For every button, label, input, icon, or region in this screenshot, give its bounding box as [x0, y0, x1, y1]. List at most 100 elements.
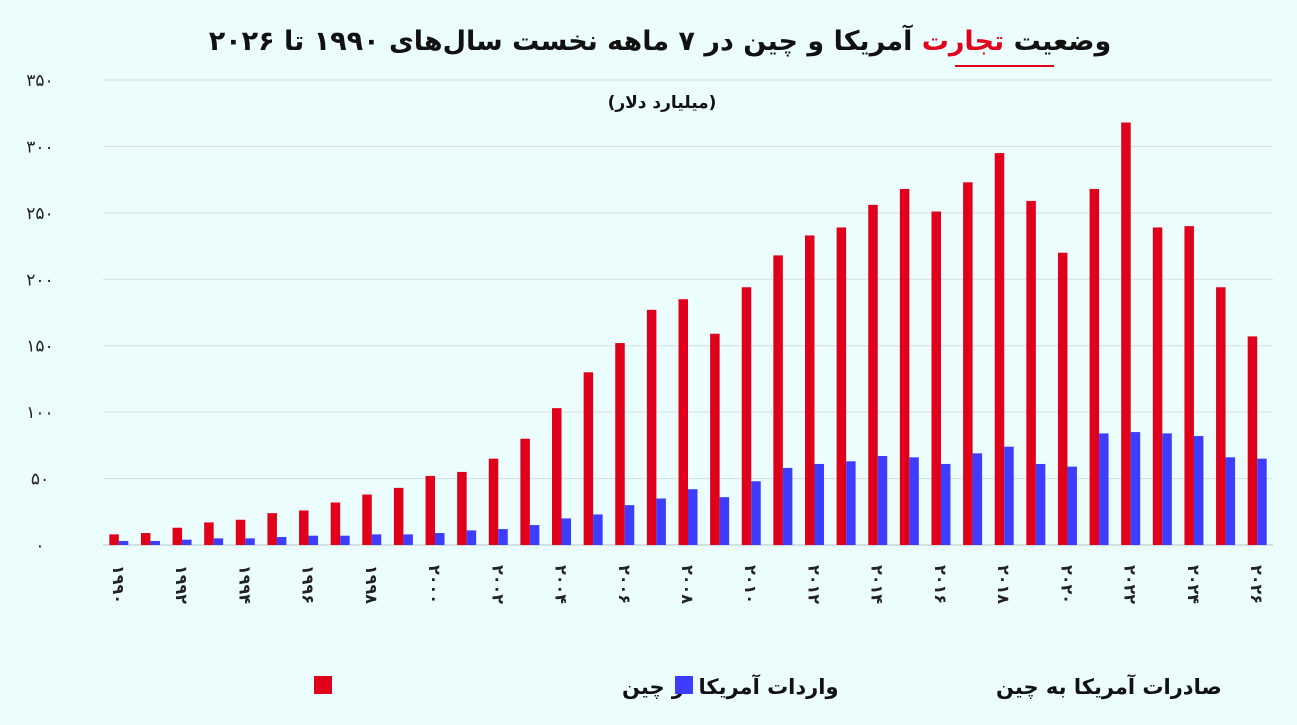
- bar-exports: [1162, 433, 1172, 545]
- y-tick-label: ۲۰۰: [26, 270, 53, 290]
- bar-exports: [308, 535, 319, 545]
- bar-exports: [182, 539, 192, 545]
- x-tick-label: ۱۹۹۰: [109, 565, 128, 604]
- bar-imports: [267, 513, 277, 545]
- x-tick-label: ۲۰۰۶: [615, 565, 634, 604]
- chart-title: وضعیت تجارت آمریکا و چین در ۷ ماهه نخست …: [209, 24, 1112, 57]
- bar-imports: [235, 519, 246, 545]
- bar-exports: [1225, 457, 1236, 545]
- bar-exports: [909, 457, 919, 545]
- bar-exports: [150, 541, 160, 545]
- bar-exports: [593, 514, 603, 545]
- y-tick-label: ۱۰۰: [26, 403, 53, 423]
- bar-exports: [118, 541, 129, 545]
- bar-imports: [868, 204, 878, 545]
- bar-imports: [1026, 200, 1036, 545]
- bar-imports: [836, 227, 847, 545]
- bar-imports: [1184, 226, 1194, 545]
- y-tick-label: ۲۵۰: [26, 204, 53, 224]
- bar-exports: [877, 455, 888, 545]
- x-tick-label: ۲۰۰۰: [425, 565, 444, 604]
- x-tick-label: ۲۰۱۰: [741, 565, 760, 604]
- bar-exports: [245, 538, 255, 545]
- bar-exports: [940, 463, 951, 545]
- chart-subtitle: (میلیارد دلار): [608, 93, 717, 113]
- bar-imports: [204, 522, 214, 545]
- legend-label-exports: صادرات آمریکا به چین: [996, 674, 1222, 699]
- bar-imports: [1121, 122, 1131, 545]
- x-tick-label: ۲۰۲۶: [1247, 565, 1266, 604]
- bar-imports: [552, 408, 562, 545]
- bar-exports: [688, 489, 698, 545]
- bar-imports: [393, 487, 404, 545]
- bar-exports: [1099, 433, 1109, 545]
- x-tick-label: ۲۰۰۲: [488, 565, 507, 604]
- bar-imports: [172, 527, 183, 545]
- bar-exports: [1035, 463, 1046, 545]
- bar-imports: [1152, 227, 1163, 545]
- bar-exports: [1130, 432, 1141, 545]
- x-tick-label: ۲۰۲۲: [1121, 565, 1140, 604]
- x-tick-label: ۲۰۱۸: [994, 565, 1013, 604]
- bar-imports: [109, 534, 119, 545]
- bar-exports: [498, 529, 508, 545]
- y-tick-label: ۵۰: [31, 470, 49, 490]
- bar-imports: [994, 153, 1005, 546]
- x-tick-label: ۲۰۱۲: [804, 565, 823, 604]
- bar-exports: [719, 497, 730, 545]
- bar-exports: [561, 518, 572, 545]
- bar-imports: [931, 211, 941, 545]
- bar-imports: [741, 287, 752, 545]
- bars: [109, 122, 1267, 546]
- bar-imports: [1247, 336, 1258, 545]
- y-tick-label: ۰: [35, 536, 44, 556]
- bar-imports: [1089, 188, 1100, 545]
- y-tick-label: ۳۰۰: [26, 137, 53, 157]
- bar-imports: [710, 333, 720, 545]
- x-tick-label: ۲۰۰۴: [552, 565, 571, 604]
- title-part-1: وضعیت: [1004, 26, 1111, 57]
- bar-imports: [646, 309, 657, 545]
- title-highlight: تجارت: [922, 26, 1004, 57]
- x-tick-label: ۲۰۲۴: [1184, 565, 1203, 604]
- y-tick-label: ۳۵۰: [26, 71, 53, 91]
- legend-label-imports: واردات آمریکا از چین: [622, 674, 839, 699]
- bar-exports: [435, 533, 445, 545]
- bar-imports: [299, 510, 309, 545]
- bar-exports: [371, 534, 382, 545]
- bar-exports: [466, 530, 477, 545]
- bar-exports: [403, 534, 413, 545]
- legend-swatch-exports: [675, 676, 693, 694]
- legend: واردات آمریکا از چین صادرات آمریکا به چین: [314, 674, 1222, 699]
- bar-exports: [276, 537, 287, 545]
- bar-exports: [624, 505, 635, 545]
- x-tick-label: ۱۹۹۲: [172, 565, 191, 604]
- y-tick-label: ۱۵۰: [26, 337, 53, 357]
- bar-exports: [1004, 446, 1014, 545]
- bar-imports: [362, 494, 372, 545]
- x-tick-label: ۲۰۱۶: [931, 565, 950, 604]
- legend-swatch-imports: [314, 676, 332, 694]
- bar-exports: [340, 535, 350, 545]
- x-tick-label: ۱۹۹۸: [362, 565, 381, 604]
- bar-exports: [213, 538, 224, 545]
- bar-exports: [529, 525, 540, 545]
- bar-imports: [488, 458, 499, 545]
- x-tick-label: ۲۰۰۸: [678, 565, 697, 604]
- bar-imports: [1216, 287, 1226, 545]
- bar-exports: [656, 498, 666, 545]
- bar-imports: [457, 471, 467, 545]
- bar-imports: [140, 533, 151, 545]
- x-tick-label: ۱۹۹۴: [235, 565, 254, 604]
- bar-imports: [899, 188, 910, 545]
- bar-exports: [846, 461, 856, 545]
- bar-imports: [425, 475, 436, 545]
- x-tick-label: ۱۹۹۶: [299, 565, 318, 604]
- x-tick-label: ۲۰۱۴: [868, 565, 887, 604]
- bar-imports: [1057, 252, 1068, 545]
- x-axis-ticks: ۱۹۹۰ ۱۹۹۲ ۱۹۹۴ ۱۹۹۶ ۱۹۹۸ ۲۰۰۰ ۲۰۰۲ ۲۰۰۴ ۲۰۰۶ ۲۰۰۸…: [109, 565, 1266, 604]
- bar-imports: [773, 255, 783, 545]
- bar-imports: [678, 299, 688, 545]
- bar-exports: [1067, 466, 1077, 545]
